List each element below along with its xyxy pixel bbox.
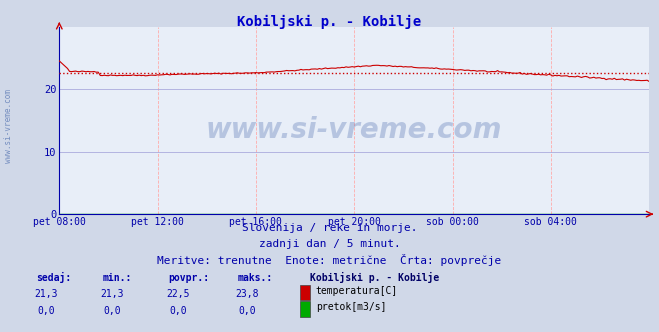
Text: 0,0: 0,0 xyxy=(169,306,186,316)
Text: 21,3: 21,3 xyxy=(100,289,124,299)
Text: temperatura[C]: temperatura[C] xyxy=(316,286,398,296)
Text: zadnji dan / 5 minut.: zadnji dan / 5 minut. xyxy=(258,239,401,249)
Text: 0,0: 0,0 xyxy=(38,306,55,316)
Text: 21,3: 21,3 xyxy=(34,289,58,299)
Text: min.:: min.: xyxy=(102,273,132,283)
Text: sedaj:: sedaj: xyxy=(36,272,71,283)
Text: www.si-vreme.com: www.si-vreme.com xyxy=(206,116,502,144)
Text: www.si-vreme.com: www.si-vreme.com xyxy=(4,89,13,163)
Text: pretok[m3/s]: pretok[m3/s] xyxy=(316,302,386,312)
Text: 22,5: 22,5 xyxy=(166,289,190,299)
Text: povpr.:: povpr.: xyxy=(168,273,209,283)
Text: Meritve: trenutne  Enote: metrične  Črta: povprečje: Meritve: trenutne Enote: metrične Črta: … xyxy=(158,254,501,266)
Text: Slovenija / reke in morje.: Slovenija / reke in morje. xyxy=(242,223,417,233)
Text: Kobiljski p. - Kobilje: Kobiljski p. - Kobilje xyxy=(310,272,439,283)
Text: 23,8: 23,8 xyxy=(235,289,259,299)
Text: maks.:: maks.: xyxy=(237,273,272,283)
Text: Kobiljski p. - Kobilje: Kobiljski p. - Kobilje xyxy=(237,15,422,29)
Text: 0,0: 0,0 xyxy=(239,306,256,316)
Text: 0,0: 0,0 xyxy=(103,306,121,316)
